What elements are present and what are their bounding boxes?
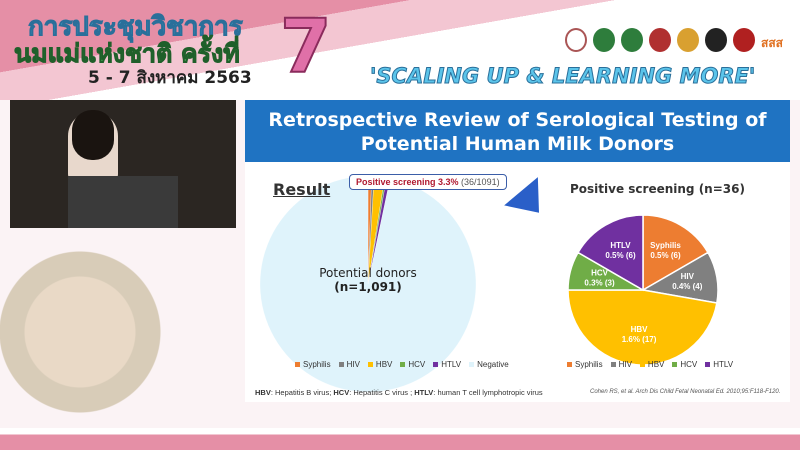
background-child-photo [0, 232, 240, 432]
logo-icon [621, 28, 643, 52]
abbreviation-footnote: HBV: Hepatitis B virus; HCV: Hepatitis C… [255, 388, 543, 397]
speaker-video [10, 100, 236, 228]
left-pie-count: (n=1,091) [334, 280, 402, 294]
data-label-hiv: HIV [681, 272, 695, 281]
data-label-hcv: 0.3% (3) [584, 278, 615, 287]
left-pie-label: Potential donors [319, 266, 417, 280]
slide-title-line1: Retrospective Review of Serological Test… [268, 109, 767, 131]
legend-item-negative: Negative [469, 360, 509, 369]
data-label-hbv: HBV [631, 325, 649, 334]
right-pie-title: Positive screening (n=36) [570, 182, 745, 196]
data-label-hbv: 1.6% (17) [622, 335, 657, 344]
slide-title-line2: Potential Human Milk Donors [360, 133, 675, 155]
legend-swatch [338, 362, 344, 367]
left-legend: Syphilis HIV HBV HCV HTLV Negative [295, 360, 509, 369]
pie-slice-syphilis [642, 214, 709, 292]
thaihealth-logo: สสส [761, 36, 783, 50]
legend-item-htlv: HTLV [705, 360, 733, 369]
event-title-line2: นมแม่แห่งชาติ ครั้งที่ [14, 39, 241, 69]
event-slogan: 'SCALING UP & LEARNING MORE' [369, 64, 756, 89]
citation: Cohen RS, et al. Arch Dis Child Fetal Ne… [590, 389, 781, 395]
callout-rest: (36/1091) [458, 177, 500, 187]
positive-callout: Positive screening 3.3% (36/1091) [349, 174, 507, 190]
legend-swatch [639, 362, 645, 367]
legend-swatch [672, 362, 678, 367]
legend-item-hbv: HBV [367, 360, 392, 369]
pie-slice-htlv [577, 214, 644, 292]
data-label-htlv: HTLV [610, 241, 631, 250]
legend-item-syphilis: Syphilis [295, 360, 331, 369]
legend-item-hbv: HBV [639, 360, 664, 369]
data-label-hiv: 0.4% (4) [672, 282, 703, 291]
pie-slice-hbv [567, 289, 718, 366]
right-legend: Syphilis HIV HBV HCV HTLV [567, 360, 733, 369]
data-label-htlv: 0.5% (6) [605, 251, 636, 260]
data-label-syphilis: 0.5% (6) [650, 251, 681, 260]
podium [68, 176, 178, 228]
legend-swatch [433, 362, 439, 367]
event-edition: 7 [279, 3, 332, 91]
speaker-hair [72, 110, 114, 160]
slide-title: Retrospective Review of Serological Test… [245, 100, 790, 162]
pie-slice-negative [259, 175, 477, 393]
event-dates: 5 - 7 สิงหาคม 2563 [88, 68, 252, 88]
result-heading: Result [273, 180, 331, 199]
sponsor-logos: สสส [565, 28, 783, 53]
header-banner [0, 0, 800, 100]
legend-swatch [610, 362, 616, 367]
logo-icon [649, 28, 671, 52]
legend-item-hiv: HIV [338, 360, 360, 369]
logo-icon [677, 28, 699, 52]
legend-item-hiv: HIV [610, 360, 632, 369]
logo-icon [705, 28, 727, 52]
legend-swatch [705, 362, 711, 367]
legend-item-htlv: HTLV [433, 360, 461, 369]
legend-swatch [567, 362, 572, 367]
legend-item-hcv: HCV [672, 360, 697, 369]
footer-band [0, 428, 800, 450]
data-label-hcv: HCV [591, 268, 609, 277]
presentation-slide: Retrospective Review of Serological Test… [245, 100, 790, 402]
logo-icon [565, 28, 587, 52]
legend-swatch [400, 362, 406, 367]
legend-item-hcv: HCV [400, 360, 425, 369]
callout-bold: Positive screening 3.3% [356, 177, 459, 187]
logo-icon [593, 28, 615, 52]
data-label-syphilis: Syphilis [650, 241, 681, 250]
legend-swatch [367, 362, 373, 367]
event-title-line1: การประชุมวิชาการ [28, 12, 244, 43]
logo-icon [733, 28, 755, 52]
legend-swatch [295, 362, 300, 367]
legend-item-syphilis: Syphilis [567, 360, 603, 369]
legend-swatch [469, 362, 475, 367]
